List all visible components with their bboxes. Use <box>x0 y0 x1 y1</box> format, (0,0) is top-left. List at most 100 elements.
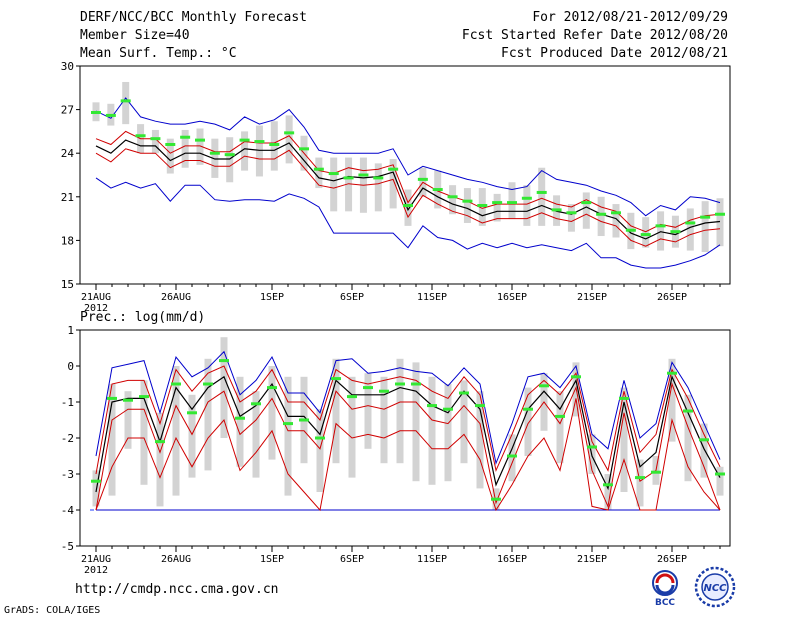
precipitation-median-marker <box>91 479 101 483</box>
temperature-box <box>523 185 531 226</box>
precipitation-box <box>252 391 260 478</box>
temperature-xtick-label: 1SEP <box>260 292 284 303</box>
temperature-xtick-label: 21SEP <box>577 292 607 303</box>
temperature-box <box>582 192 590 229</box>
precipitation-box <box>556 391 564 464</box>
temperature-box <box>211 138 219 178</box>
precipitation-median-marker <box>363 386 373 390</box>
precipitation-median-marker <box>587 445 597 449</box>
temperature-median-marker <box>596 212 607 216</box>
precipitation-xtick-label: 21SEP <box>577 554 607 565</box>
temperature-box <box>345 157 353 212</box>
precipitation-xtick-label: 26SEP <box>657 554 687 565</box>
temperature-box <box>255 125 263 177</box>
precipitation-median-marker <box>619 396 629 400</box>
temperature-median-marker <box>611 211 621 215</box>
temperature-box <box>597 196 605 237</box>
ncc-logo-text: NCC <box>703 583 727 594</box>
temperature-ytick-label: 27 <box>61 104 74 117</box>
precipitation-median-marker <box>251 402 261 406</box>
temperature-median-marker <box>432 188 443 192</box>
precipitation-box <box>620 387 628 492</box>
precipitation-ytick-label: 1 <box>67 324 74 337</box>
precipitation-ytick-label: -5 <box>61 540 74 553</box>
temperature-box <box>196 128 204 165</box>
temperature-ytick-label: 24 <box>61 147 75 160</box>
precipitation-median-marker <box>107 396 117 400</box>
temperature-median-marker <box>521 196 532 200</box>
precipitation-xtick-label: 1SEP <box>260 554 284 565</box>
temperature-box <box>701 201 709 253</box>
precipitation-box <box>156 412 164 507</box>
precipitation-box <box>412 362 420 482</box>
precipitation-box <box>604 474 612 510</box>
precipitation-panel: -5 -4 -3 -2 -1 0 1 21AUG 26AUG 1SEP 6SEP 11SEP 16SEP… <box>61 324 731 576</box>
precipitation-xtick-label: 26AUG <box>161 554 191 565</box>
precipitation-xtick-label: 6SEP <box>340 554 364 565</box>
precipitation-lower-line <box>95 382 721 511</box>
temperature-box <box>657 211 665 251</box>
temperature-median-marker <box>135 134 146 138</box>
temperature-box <box>612 204 620 238</box>
temperature-xtick-label: 11SEP <box>417 292 447 303</box>
precipitation-box <box>268 366 276 460</box>
temperature-box <box>166 138 174 174</box>
temperature-median-marker <box>388 167 399 171</box>
temperature-median-marker <box>209 151 220 155</box>
temperature-median-marker <box>224 153 235 157</box>
forecast-period: For 2012/08/21-2012/09/29 <box>532 10 728 25</box>
bcc-logo-icon: BCC <box>652 570 678 608</box>
temperature-box <box>449 185 457 215</box>
temperature-median-marker <box>685 221 696 225</box>
precipitation-box <box>508 434 516 482</box>
precipitation-box <box>668 358 676 442</box>
precipitation-box <box>124 391 132 449</box>
temperature-median-marker <box>165 142 176 146</box>
fcst-produced-date: Fcst Produced Date 2012/08/21 <box>501 46 728 61</box>
precipitation-xtick-label: 16SEP <box>497 554 527 565</box>
precipitation-box <box>332 358 340 464</box>
precipitation-median-marker <box>187 411 197 415</box>
precipitation-box <box>396 358 404 464</box>
precipitation-median-marker <box>395 382 405 386</box>
precipitation-box <box>188 394 196 478</box>
temperature-box <box>508 182 516 219</box>
precipitation-median-marker <box>443 407 453 411</box>
precipitation-box <box>524 387 532 456</box>
precipitation-median-marker <box>267 386 277 390</box>
precipitation-median-marker <box>683 409 693 413</box>
precipitation-box <box>140 380 148 485</box>
precip-title: Prec.: log(mm/d) <box>80 310 206 325</box>
temperature-median-marker <box>581 201 592 205</box>
precipitation-median-marker <box>315 436 325 440</box>
precipitation-max-line <box>95 350 721 465</box>
temperature-box <box>226 137 234 183</box>
temperature-box <box>241 131 249 171</box>
temperature-median-marker <box>195 138 205 142</box>
precipitation-box <box>684 394 692 482</box>
temperature-median-marker <box>105 113 116 117</box>
temperature-median-marker <box>373 176 384 180</box>
temperature-min-line <box>95 177 721 269</box>
temperature-box <box>463 188 471 223</box>
precipitation-box <box>316 409 324 492</box>
fcst-started-date: Fcst Started Refer Date 2012/08/20 <box>461 28 728 43</box>
precipitation-median-marker <box>299 418 309 422</box>
temperature-median-marker <box>477 204 488 208</box>
precipitation-box <box>220 337 228 438</box>
precipitation-box <box>444 384 452 482</box>
temperature-median-marker <box>284 131 295 135</box>
precipitation-ytick-label: -1 <box>61 396 74 409</box>
precipitation-median-marker <box>331 377 341 381</box>
temperature-median-marker <box>447 195 458 199</box>
precipitation-median-marker <box>475 404 485 408</box>
temperature-median-marker <box>670 230 681 234</box>
precipitation-median-marker <box>651 470 661 474</box>
temperature-xtick-label: 21AUG <box>81 292 111 303</box>
precipitation-box <box>716 466 724 496</box>
precipitation-box <box>364 373 372 449</box>
temperature-xtick-label: 26SEP <box>657 292 687 303</box>
temperature-median-marker <box>625 228 636 232</box>
temperature-median-marker <box>313 167 324 171</box>
precipitation-box <box>460 380 468 464</box>
